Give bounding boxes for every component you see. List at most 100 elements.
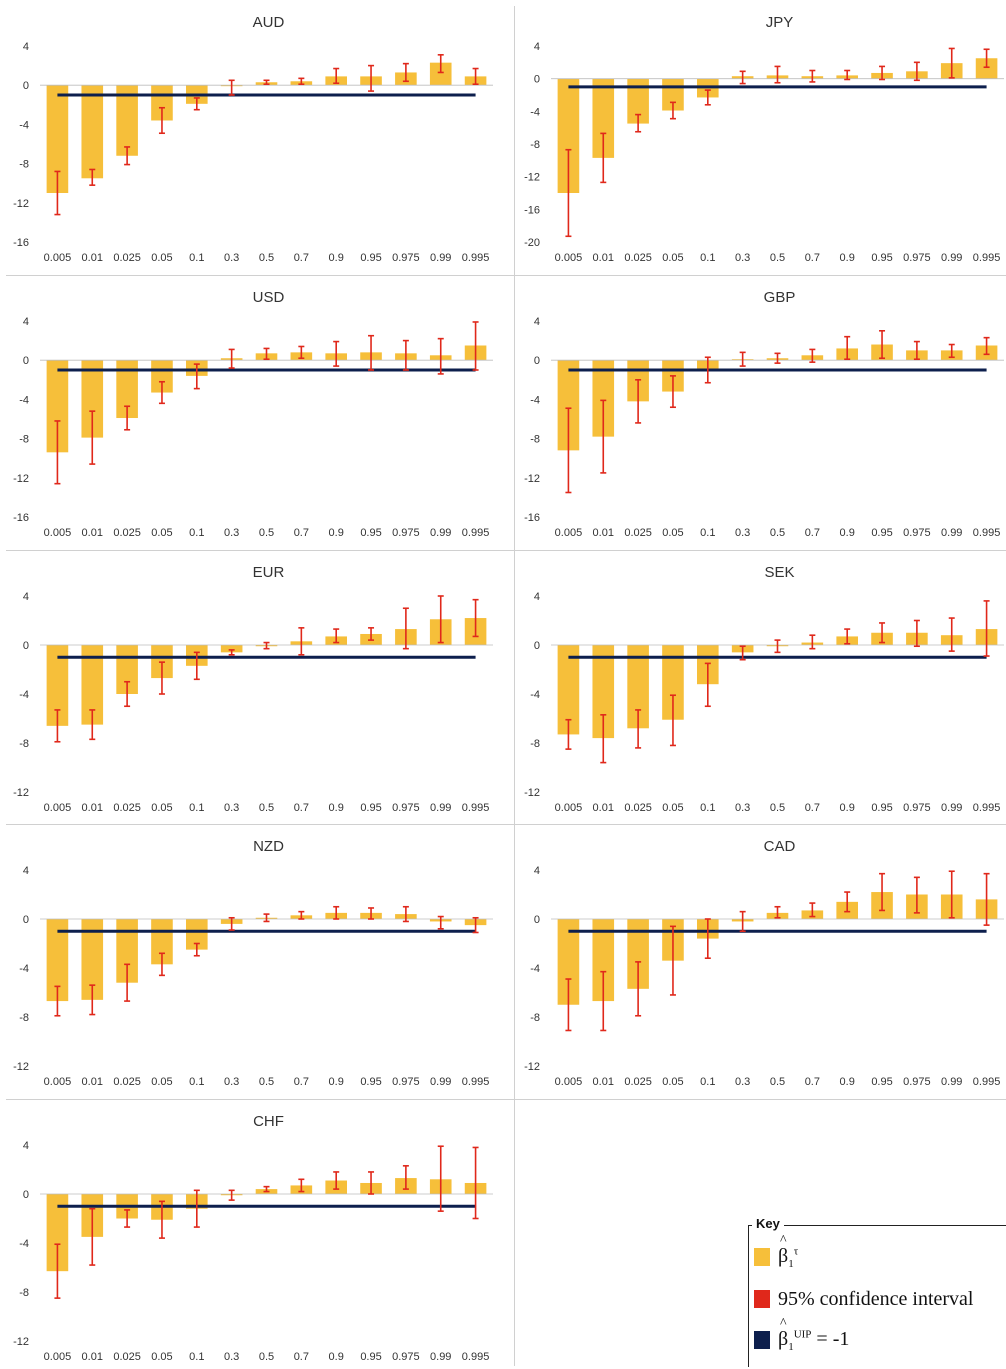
ci-errorbar xyxy=(913,619,920,648)
x-tick-label: 0.05 xyxy=(151,527,172,539)
x-tick-label: 0.975 xyxy=(392,1076,420,1088)
chart-panel-sek: SEK 4 0 -4 -8 -12 0.005 0.01 0.025 0.05 0.1 0.3 0.5 0… xyxy=(511,550,1006,820)
bar xyxy=(557,645,580,735)
bar xyxy=(81,919,104,1000)
ci-errorbar xyxy=(54,985,61,1017)
x-tick-label: 0.1 xyxy=(189,1076,204,1088)
y-tick-label: -8 xyxy=(530,738,540,750)
column-divider xyxy=(514,6,515,1366)
x-tick-label: 0.975 xyxy=(903,527,931,539)
x-tick-label: 0.975 xyxy=(392,1351,420,1363)
chart-title: NZD xyxy=(253,838,284,855)
legend-swatch-ci xyxy=(754,1290,770,1308)
x-tick-label: 0.9 xyxy=(329,1076,344,1088)
x-tick-label: 0.995 xyxy=(973,252,1001,264)
x-tick-label: 0.5 xyxy=(259,527,274,539)
ci-errorbar xyxy=(263,347,270,361)
chart-svg: CAD 4 0 -4 -8 -12 0.005 0.01 0.025 0.05 0.1 0.3 0.5 0… xyxy=(524,838,1004,1088)
ci-errorbar xyxy=(948,870,955,919)
y-tick-label: -8 xyxy=(530,1012,540,1024)
bar xyxy=(46,1194,69,1272)
ci-errorbar xyxy=(89,410,96,465)
ci-errorbar xyxy=(704,89,711,106)
bar xyxy=(116,85,138,156)
row-divider xyxy=(6,1099,1006,1100)
bar xyxy=(627,645,649,729)
x-tick-label: 0.05 xyxy=(662,527,683,539)
x-tick-label: 0.3 xyxy=(224,1076,239,1088)
x-tick-label: 0.5 xyxy=(770,252,785,264)
ci-errorbar xyxy=(402,1165,409,1190)
x-tick-label: 0.99 xyxy=(430,252,451,264)
x-tick-label: 0.01 xyxy=(593,1076,614,1088)
ci-errorbar xyxy=(333,628,340,644)
ci-errorbar xyxy=(54,1243,61,1299)
y-tick-label: -12 xyxy=(13,1061,29,1073)
x-tick-label: 0.025 xyxy=(624,252,652,264)
x-tick-label: 0.1 xyxy=(700,1076,715,1088)
y-tick-label: 4 xyxy=(23,591,29,603)
legend-label-estimate: β1τ xyxy=(778,1233,798,1270)
x-tick-label: 0.9 xyxy=(840,802,855,814)
ci-errorbar xyxy=(193,942,200,957)
ci-errorbar xyxy=(565,978,572,1032)
chart-svg: JPY 4 0 -4 -8 -12 -16 -20 0.005 0.01 0.025 0.05 0.1 0… xyxy=(524,14,1004,264)
x-tick-label: 0.95 xyxy=(871,252,892,264)
x-tick-label: 0.5 xyxy=(770,802,785,814)
ci-errorbar xyxy=(472,1146,479,1220)
ci-errorbar xyxy=(263,641,270,650)
row-divider xyxy=(6,550,1006,551)
x-tick-label: 0.95 xyxy=(360,527,381,539)
ci-errorbar xyxy=(263,913,270,923)
ci-errorbar xyxy=(635,961,642,1017)
x-tick-label: 0.01 xyxy=(82,527,103,539)
x-tick-label: 0.025 xyxy=(624,1076,652,1088)
bar xyxy=(592,360,615,437)
x-tick-label: 0.995 xyxy=(462,1351,490,1363)
x-tick-label: 0.3 xyxy=(735,802,750,814)
ci-errorbar xyxy=(158,106,165,135)
chart-title: EUR xyxy=(253,564,285,581)
ci-errorbar xyxy=(739,645,746,661)
y-tick-label: 4 xyxy=(23,41,29,53)
x-tick-label: 0.7 xyxy=(294,527,309,539)
x-tick-label: 0.995 xyxy=(973,527,1001,539)
x-tick-label: 0.95 xyxy=(360,1351,381,1363)
ci-errorbar xyxy=(89,984,96,1016)
x-tick-label: 0.01 xyxy=(82,252,103,264)
y-tick-label: 4 xyxy=(534,41,540,53)
bar xyxy=(46,919,69,1002)
ci-errorbar xyxy=(669,375,676,409)
x-tick-label: 0.05 xyxy=(151,252,172,264)
x-tick-label: 0.05 xyxy=(151,802,172,814)
x-tick-label: 0.995 xyxy=(973,1076,1001,1088)
chart-title: GBP xyxy=(764,289,796,306)
bar xyxy=(557,360,580,451)
x-tick-label: 0.9 xyxy=(840,527,855,539)
ci-errorbar xyxy=(983,48,990,69)
ci-errorbar xyxy=(298,77,305,86)
chart-svg: SEK 4 0 -4 -8 -12 0.005 0.01 0.025 0.05 0.1 0.3 0.5 0… xyxy=(524,564,1004,814)
ci-errorbar xyxy=(669,694,676,747)
y-tick-label: -4 xyxy=(19,963,29,975)
x-tick-label: 0.01 xyxy=(593,252,614,264)
x-tick-label: 0.99 xyxy=(941,527,962,539)
bar xyxy=(81,645,104,725)
ci-errorbar xyxy=(437,337,444,375)
x-tick-label: 0.5 xyxy=(259,802,274,814)
x-tick-label: 0.95 xyxy=(871,527,892,539)
bar xyxy=(627,919,649,989)
ci-errorbar xyxy=(704,356,711,384)
ci-errorbar xyxy=(600,714,607,764)
x-tick-label: 0.5 xyxy=(770,527,785,539)
chart-panel-cad: CAD 4 0 -4 -8 -12 0.005 0.01 0.025 0.05 0.1 0.3 0.5 0… xyxy=(511,824,1006,1094)
chart-title: AUD xyxy=(253,14,285,31)
ci-errorbar xyxy=(193,97,200,111)
ci-errorbar xyxy=(844,69,851,81)
x-tick-label: 0.005 xyxy=(555,527,583,539)
bar xyxy=(46,85,69,193)
bar xyxy=(81,360,104,438)
x-tick-label: 0.05 xyxy=(662,802,683,814)
ci-errorbar xyxy=(879,872,886,912)
ci-errorbar xyxy=(948,47,955,79)
